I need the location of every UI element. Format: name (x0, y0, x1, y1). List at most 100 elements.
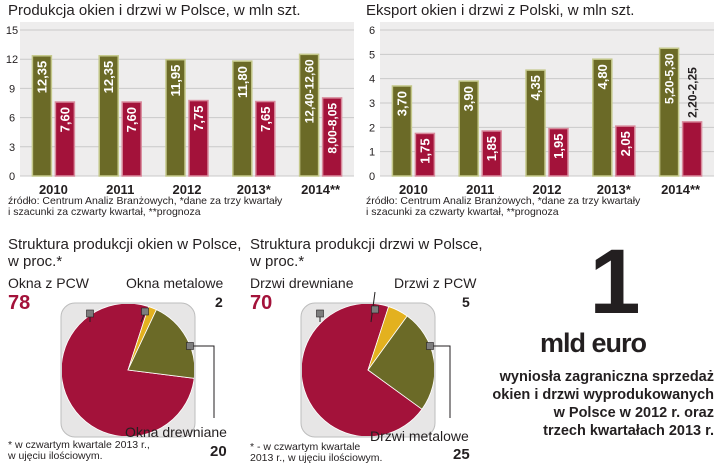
pie-title-line-1: Struktura produkcji drzwi w Polsce, (250, 236, 483, 253)
bar-value-label: 8,00-8,05 (326, 103, 340, 154)
label-okna-drewniane: Okna drewniane (125, 424, 227, 440)
bar-value-label: 3,70 (394, 91, 409, 116)
pie-title-line-1: Struktura produkcji okien w Polsce, (8, 236, 242, 253)
bar-olive (298, 53, 320, 177)
bar-value-label: 1,85 (484, 136, 499, 161)
label-drzwi-pcw: Drzwi z PCW (394, 275, 477, 291)
footnote-doors: * - w czwartym kwartale 2013 r., w ujęci… (250, 442, 382, 464)
y-tick-label: 6 (369, 25, 375, 37)
label-drzwi-metalowe: Drzwi metalowe (370, 428, 469, 444)
highlight-number: 1 (589, 231, 641, 333)
footnote-line-1: * w czwartym kwartale 2013 r., (8, 439, 150, 451)
x-tick-label: 2010 (399, 182, 428, 197)
y-tick-label: 15 (6, 25, 18, 37)
bar-olive (232, 60, 253, 177)
bar-value-label: 1,75 (417, 138, 432, 163)
bar-value-label: 2,20-2,25 (686, 67, 700, 118)
y-tick-label: 0 (9, 171, 15, 183)
highlight-unit: mld euro (540, 328, 647, 358)
bar-olive (391, 85, 413, 177)
bar-olive (165, 58, 186, 177)
pie-slice (367, 315, 434, 410)
plot-background (380, 22, 714, 176)
leader-line-wood (190, 345, 215, 418)
value-okna-pcw: 78 (8, 292, 31, 314)
pie-slice (302, 304, 423, 436)
pie-title-doors: Struktura produkcji drzwi w Polsce, w pr… (250, 236, 483, 270)
bar-red (681, 121, 703, 177)
value-okna-metalowe: 2 (215, 294, 223, 310)
bar-value-label: 3,90 (461, 86, 476, 111)
footnote-windows: * w czwartym kwartale 2013 r., w ujęciu … (8, 440, 150, 462)
x-tick-label: 2014** (661, 182, 701, 197)
export-bar-chart: 0 1 2 3 4 5 6 3,70 1,75 2010 3,90 1,85 2011 4,35 1,95 2… (369, 22, 714, 197)
bar-red (255, 100, 276, 177)
y-tick-label: 3 (369, 98, 375, 110)
leader-line-metal (430, 345, 451, 418)
highlight-line-3: w Polsce w 2012 r. oraz (553, 405, 714, 421)
footnote-line-2: w ujęciu ilościowym. (8, 450, 103, 462)
source-note-export: źródło: Centrum Analiz Branżowych, *dane… (366, 196, 640, 218)
pie-title-line-2: w proc.* (250, 253, 305, 270)
bar-value-label: 7,65 (258, 107, 273, 132)
bar-value-label: 11,80 (235, 66, 250, 98)
label-okna-metalowe: Okna metalowe (126, 275, 224, 291)
chart-title-production: Produkcja okien i drzwi w Polsce, w mln … (8, 2, 301, 19)
bar-value-label: 11,95 (168, 65, 183, 97)
x-tick-label: 2012 (533, 182, 562, 197)
bar-red (54, 101, 76, 177)
source-line-2: i szacunki za czwarty kwartał, **prognoz… (8, 206, 201, 218)
label-drzwi-drewniane: Drzwi drewniane (250, 275, 354, 291)
bar-olive (31, 55, 53, 177)
source-line-1: źródło: Centrum Analiz Branżowych, *dane… (366, 195, 641, 207)
source-line-2: i szacunki za czwarty kwartał, **prognoz… (366, 206, 559, 218)
doors-pie-chart (300, 302, 436, 438)
x-tick-label: 2013* (597, 182, 632, 197)
bar-value-label: 7,60 (57, 107, 72, 132)
y-tick-label: 5 (369, 49, 375, 61)
y-tick-label: 9 (9, 83, 15, 95)
x-tick-label: 2013* (237, 182, 272, 197)
windows-leader-lines (86, 307, 215, 418)
bar-value-label: 4,80 (595, 64, 610, 89)
leader-marker-pcw (86, 309, 94, 318)
bar-value-label: 4,35 (528, 75, 543, 100)
leader-marker-wood (316, 309, 324, 318)
bar-olive (592, 58, 613, 177)
bar-value-label: 12,35 (34, 61, 49, 94)
y-tick-label: 0 (369, 171, 375, 183)
x-tick-label: 2011 (466, 182, 494, 197)
value-okna-drewniane: 20 (210, 443, 227, 460)
bar-red (548, 127, 569, 177)
leader-marker-wood (186, 342, 194, 350)
bar-value-label: 7,60 (124, 107, 139, 132)
source-line-1: źródło: Centrum Analiz Branżowych, *dane… (8, 195, 283, 207)
y-tick-label: 12 (6, 54, 18, 66)
y-tick-label: 1 (369, 147, 375, 159)
bar-value-label: 2,05 (618, 131, 633, 156)
pie-title-windows: Struktura produkcji okien w Polsce, w pr… (8, 236, 241, 270)
value-drzwi-metalowe: 25 (453, 446, 470, 463)
highlight-line-1: wyniosła zagraniczna sprzedaż (499, 369, 714, 385)
y-tick-label: 4 (369, 74, 375, 86)
windows-pie-chart (60, 302, 196, 438)
pie-slice (127, 309, 194, 379)
x-tick-label: 2012 (173, 182, 202, 197)
bar-olive (658, 47, 680, 177)
bar-value-label: 5,20-5,30 (663, 53, 677, 104)
bar-value-label: 7,75 (191, 106, 206, 131)
highlight-line-4: trzech kwartałach 2013 r. (543, 423, 714, 439)
bar-olive (525, 69, 546, 177)
bar-value-label: 12,40-12,60 (303, 59, 317, 123)
footnote-line-1: * - w czwartym kwartale (250, 441, 361, 453)
bar-red (414, 132, 436, 177)
chart-title-export: Eksport okien i drzwi z Polski, w mln sz… (366, 2, 635, 19)
x-tick-label: 2010 (39, 182, 68, 197)
leader-marker-metal (141, 307, 149, 316)
bar-value-label: 1,95 (551, 134, 566, 159)
bar-value-label: 12,35 (101, 61, 116, 94)
leader-marker-metal (426, 342, 434, 350)
label-okna-pcw: Okna z PCW (8, 275, 89, 291)
bar-red (481, 130, 502, 177)
footnote-line-2: 2013 r., w ujęciu ilościowym. (250, 452, 383, 464)
